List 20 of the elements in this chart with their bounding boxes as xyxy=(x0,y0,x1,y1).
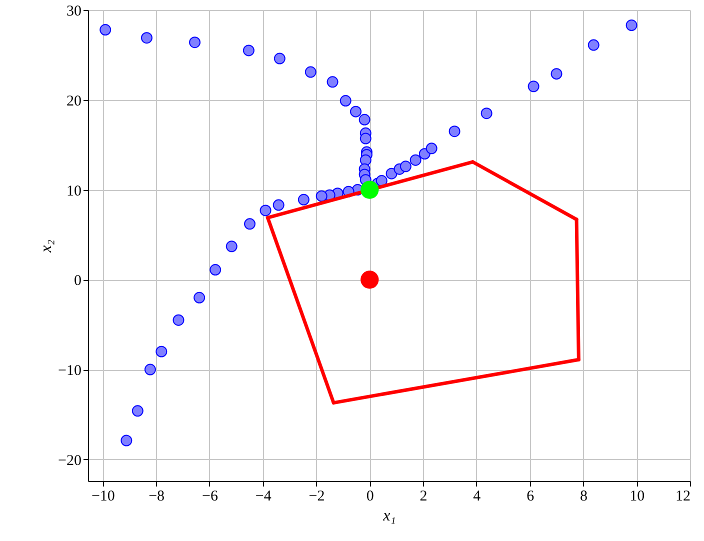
x-tick-label: 2 xyxy=(420,488,428,504)
x-axis-title: x₁ xyxy=(382,508,396,524)
y-tick-label: 30 xyxy=(66,4,82,20)
y-axis-title: x₂ xyxy=(38,239,56,254)
x-tick-label: 10 xyxy=(630,488,645,504)
x-tick-label: −10 xyxy=(91,488,115,504)
y-tick-label: −20 xyxy=(58,452,82,469)
x-tick-label: −2 xyxy=(308,488,325,504)
y-tick-label: 0 xyxy=(74,273,82,290)
x-tick-label: 0 xyxy=(366,488,374,504)
x-tick-label: −8 xyxy=(148,488,165,504)
x-tick-label: −4 xyxy=(255,488,272,504)
y-tick-label: 20 xyxy=(66,93,82,110)
x-tick-label: 12 xyxy=(676,488,690,504)
x-tick-label: 4 xyxy=(473,488,482,504)
y-tick-label: −10 xyxy=(58,363,82,380)
x-tick-label: −6 xyxy=(202,488,218,504)
x-tick-label: 8 xyxy=(580,488,588,504)
x-tick-label: 6 xyxy=(526,488,535,504)
y-tick-label: 10 xyxy=(66,183,82,200)
